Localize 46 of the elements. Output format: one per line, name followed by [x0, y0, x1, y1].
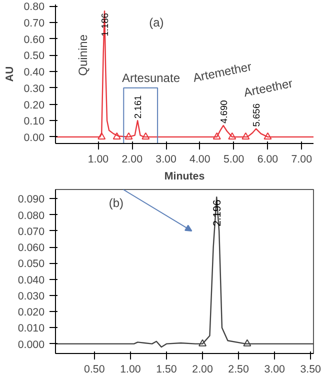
annotation: 2.196	[212, 200, 224, 226]
x-tick-label: 0.50	[84, 364, 105, 375]
x-tick-label: 1.00	[120, 364, 141, 375]
x-tick-label: 6.00	[257, 154, 278, 166]
line-series	[56, 10, 314, 138]
x-tick-label: 7.00	[291, 154, 312, 166]
y-tick-label: 0.60	[24, 34, 45, 46]
annotation: 4.690	[218, 100, 229, 124]
annotation: 2.161	[133, 95, 144, 119]
y-tick-label: 0.090	[18, 194, 45, 206]
x-tick-label: 2.00	[192, 364, 213, 375]
y-tick-label: 0.060	[18, 242, 45, 254]
annotation: (a)	[149, 15, 164, 30]
y-tick-label: 0.050	[18, 258, 45, 270]
x-tick-label: 3.50	[300, 364, 321, 375]
y-tick-label: 0.50	[24, 50, 45, 62]
x-tick-label: 2.00	[122, 154, 143, 166]
annotation: 1.186	[100, 13, 110, 36]
annotation: (b)	[108, 196, 124, 210]
y-tick-label: 0.010	[18, 322, 45, 335]
annotation: Artesunate	[122, 71, 180, 86]
y-tick-label: 0.40	[24, 66, 45, 79]
y-tick-label: 0.040	[18, 274, 45, 286]
x-tick-label: 4.00	[190, 154, 210, 166]
annotation: Quinine	[76, 34, 90, 76]
y-tick-label: 0.20	[24, 99, 45, 112]
y-tick-label: 0.020	[18, 306, 45, 319]
x-tick-label: 1.00	[88, 154, 109, 166]
x-tick-label: 1.50	[156, 364, 177, 375]
x-tick-label: 3.00	[156, 154, 176, 166]
y-axis-title: AU	[4, 66, 16, 82]
y-tick-label: 0.00	[24, 132, 45, 144]
x-axis-title: Minutes	[164, 170, 205, 182]
x-tick-label: 5.00	[223, 154, 244, 166]
y-tick-label: 0.030	[18, 290, 45, 302]
x-tick-label: 3.00	[264, 364, 286, 375]
line-series	[56, 196, 314, 348]
y-tick-label: 0.10	[24, 116, 45, 128]
y-tick-label: 0.080	[18, 210, 45, 222]
y-tick-label: 0.70	[24, 17, 45, 30]
x-tick-label: 2.50	[228, 364, 249, 375]
annotation: 5.656	[252, 103, 262, 127]
y-tick-label: 0.070	[18, 226, 45, 238]
y-tick-label: 0.80	[24, 1, 45, 14]
y-tick-label: 0.30	[24, 82, 45, 95]
y-tick-label: 0.000	[18, 338, 45, 351]
